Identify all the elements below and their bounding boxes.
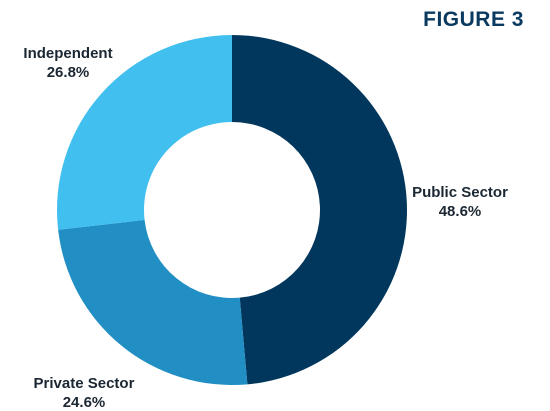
donut-slices — [56, 35, 408, 386]
slice-private-sector — [58, 219, 248, 386]
slice-label-public-sector: Public Sector — [412, 184, 508, 201]
slice-value-public-sector: 48.6% — [439, 203, 482, 220]
slice-label-private-sector: Private Sector — [34, 375, 135, 392]
slice-independent — [56, 35, 232, 230]
slice-value-private-sector: 24.6% — [63, 394, 106, 411]
figure-label: FIGURE 3 — [423, 8, 524, 31]
slice-label-independent: Independent — [23, 45, 112, 62]
slice-labels: Public Sector 48.6% Private Sector 24.6% Ind… — [23, 45, 508, 411]
slice-public-sector — [232, 35, 408, 385]
slice-value-independent: 26.8% — [47, 64, 90, 81]
